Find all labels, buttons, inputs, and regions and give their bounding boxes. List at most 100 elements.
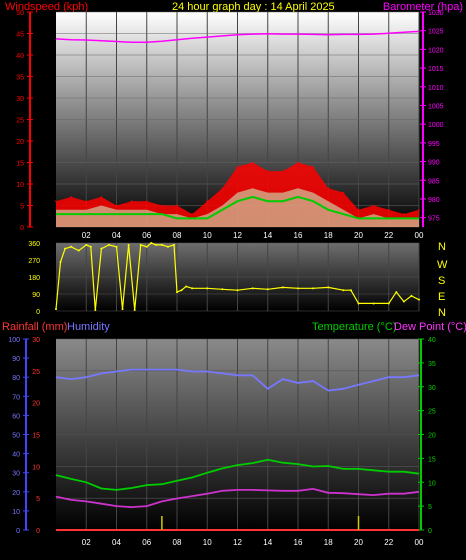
wind-direction-point — [206, 287, 209, 290]
compass-s: S — [438, 275, 445, 287]
wind-direction-point — [402, 300, 405, 303]
gust-point — [297, 161, 299, 164]
rainfall-axis-label: Rainfall (mm) — [2, 321, 67, 333]
wind-direction-point — [160, 243, 163, 246]
wind-direction-point — [121, 308, 124, 311]
wind-direction-point — [139, 243, 142, 246]
wind-direction-point — [372, 302, 375, 305]
barometer-tick-label: 1015 — [428, 66, 444, 73]
gust-point — [55, 200, 57, 202]
temperature-tick-label: 30 — [428, 385, 436, 392]
wind-tick-label: 20 — [16, 139, 24, 146]
gust-point — [161, 204, 163, 207]
wind-direction-point — [145, 245, 148, 248]
wind-direction-point — [176, 291, 178, 294]
gust-point — [70, 196, 72, 198]
rain-tick-label: 0 — [36, 528, 40, 535]
wind-direction-point — [297, 287, 299, 290]
gust-point — [418, 209, 420, 211]
gust-point — [236, 166, 239, 168]
wind-tick-label: 15 — [16, 161, 24, 168]
humidity-tick-label: 60 — [12, 413, 20, 420]
rain-tick-label: 15 — [32, 433, 40, 440]
temperature-tick-label: 5 — [428, 504, 432, 511]
rain-tick-label: 5 — [36, 496, 40, 503]
average-wind-line — [56, 195, 419, 220]
x-tick-label-bottom: 02 — [82, 538, 91, 547]
wind-direction-point — [312, 287, 315, 290]
temperature-tick-label: 25 — [428, 409, 436, 416]
wind-direction-point — [342, 289, 345, 292]
humidity-tick-label: 30 — [12, 471, 20, 478]
gust-point — [206, 200, 209, 202]
temperature-line — [55, 458, 420, 491]
wind-direction-point — [150, 242, 153, 244]
compass-w: W — [437, 259, 448, 271]
direction-tick-label: 360 — [28, 241, 40, 248]
direction-tick-label: 270 — [28, 258, 40, 265]
wind-direction-point — [185, 285, 188, 288]
wind-tick-label: 5 — [20, 204, 24, 211]
wind-direction-point — [85, 243, 88, 246]
wind-tick-label: 30 — [16, 96, 24, 103]
wind-direction-point — [357, 302, 360, 305]
x-tick-label-bottom: 06 — [142, 538, 151, 547]
temperature-axis-label: Temperature (°C) — [312, 321, 396, 333]
gust-point — [357, 209, 360, 211]
wind-direction-point — [180, 289, 183, 292]
gust-point — [191, 213, 193, 215]
rain-tick-label: 30 — [32, 337, 40, 344]
wind-direction-point — [221, 288, 224, 291]
wind-direction-point — [59, 260, 62, 263]
temperature-tick-label: 40 — [428, 337, 436, 344]
wind-area — [56, 188, 419, 227]
x-tick-label-bottom: 14 — [263, 538, 272, 547]
x-tick-label-top: 10 — [203, 231, 212, 240]
x-tick-label-top: 20 — [354, 231, 363, 240]
wind-tick-label: 25 — [16, 118, 24, 125]
humidity-tick-label: 70 — [12, 394, 20, 401]
barometer-tick-label: 1005 — [428, 103, 444, 110]
wind-tick-label: 35 — [16, 75, 24, 82]
barometer-tick-label: 1000 — [428, 122, 444, 129]
wind-direction-point — [70, 245, 73, 248]
x-tick-label-bottom: 00 — [415, 538, 424, 547]
x-tick-label-bottom: 20 — [354, 538, 363, 547]
wind-direction-point — [154, 243, 157, 246]
gust-point — [176, 204, 178, 207]
wind-direction-point — [410, 294, 413, 297]
humidity-tick-label: 40 — [12, 452, 20, 459]
direction-tick-label: 0 — [36, 309, 40, 316]
temperature-tick-label: 0 — [428, 528, 432, 535]
humidity-tick-label: 80 — [12, 375, 20, 382]
x-tick-label-bottom: 10 — [203, 538, 212, 547]
x-tick-label-bottom: 04 — [112, 538, 121, 547]
x-tick-label-top: 06 — [142, 231, 151, 240]
humidity-tick-label: 20 — [12, 490, 20, 497]
wind-tick-label: 50 — [16, 10, 24, 17]
wind-direction-point — [387, 302, 390, 305]
wind-direction-point — [89, 245, 92, 248]
compass-n-bottom: N — [438, 307, 446, 319]
gust-point — [130, 200, 133, 202]
gust-point — [282, 170, 284, 172]
wind-direction-point — [266, 288, 269, 291]
gust-point — [221, 187, 224, 190]
dewpoint-line — [55, 487, 420, 509]
gust-point — [100, 196, 103, 198]
wind-direction-point — [327, 286, 330, 289]
gust-point — [403, 213, 405, 215]
barometer-tick-label: 990 — [428, 160, 440, 167]
x-tick-label-bottom: 12 — [233, 538, 242, 547]
x-tick-label-bottom: 22 — [384, 538, 393, 547]
gust-point — [266, 170, 269, 172]
x-tick-label-top: 22 — [384, 231, 393, 240]
x-tick-label-top: 02 — [82, 231, 91, 240]
x-tick-label-bottom: 08 — [173, 538, 182, 547]
barometer-tick-label: 1010 — [428, 85, 444, 92]
wind-direction-point — [127, 243, 130, 246]
rain-tick-label: 10 — [32, 464, 40, 471]
barometer-tick-label: 985 — [428, 178, 440, 185]
wind-direction-point — [251, 287, 254, 290]
